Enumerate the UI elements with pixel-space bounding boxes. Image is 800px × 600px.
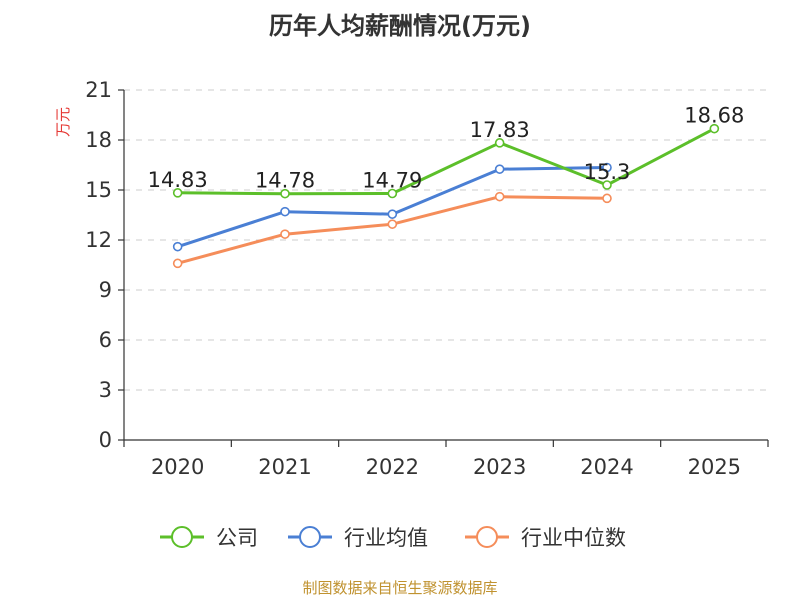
y-tick-label: 18 — [85, 128, 112, 152]
legend-label: 行业均值 — [344, 526, 428, 550]
series-1-point — [280, 206, 290, 217]
data-label-layer: 14.83 14.78 14.79 17.83 15.3 18.68 — [148, 104, 745, 193]
x-tick-label: 2022 — [366, 455, 419, 479]
source-note: 制图数据来自恒生聚源数据库 — [302, 579, 497, 597]
axis-layer: 0 3 6 9 12 15 18 21 2020 2021 2022 2023 2024 2025 — [85, 78, 769, 479]
y-tick-label: 12 — [85, 228, 112, 252]
legend-item-2: 行业中位数 — [465, 526, 626, 550]
series-0-point — [387, 188, 398, 199]
series-0-point — [494, 138, 505, 148]
series-1-point — [602, 162, 612, 173]
series-line-0 — [177, 127, 715, 196]
series-2-point — [494, 191, 505, 202]
series-0-point — [280, 188, 290, 199]
series-1-point — [387, 209, 398, 219]
y-tick-label: 3 — [99, 378, 112, 402]
series-0-point — [709, 123, 720, 134]
series-1-point — [494, 164, 505, 174]
y-tick-label: 21 — [85, 78, 112, 102]
y-axis-unit: 万元 — [54, 107, 72, 137]
y-tick-label: 6 — [99, 328, 112, 352]
x-tick-label: 2023 — [473, 455, 526, 479]
data-label: 18.68 — [684, 104, 744, 128]
x-tick-label: 2025 — [688, 455, 741, 479]
y-tick-label: 15 — [85, 178, 112, 202]
series-0-point — [602, 180, 612, 190]
series-0-point — [172, 188, 183, 198]
series-layer — [172, 123, 720, 269]
data-label: 17.83 — [470, 118, 530, 142]
data-label: 14.79 — [362, 169, 422, 193]
legend-marker — [476, 526, 498, 548]
legend-item-0: 公司 — [160, 526, 258, 550]
series-1-point — [172, 241, 183, 252]
legend-marker — [299, 526, 321, 548]
legend-marker — [171, 526, 193, 548]
series-2-point — [280, 229, 290, 239]
legend: 公司 行业均值 行业中位数 — [160, 526, 626, 550]
legend-item-1: 行业均值 — [288, 526, 428, 550]
chart-title: 历年人均薪酬情况(万元) — [269, 12, 531, 40]
grid-layer — [124, 89, 768, 391]
data-label: 14.78 — [255, 169, 315, 193]
series-line-2 — [177, 195, 608, 265]
data-label: 14.83 — [148, 168, 208, 192]
series-2-point — [172, 258, 183, 269]
x-tick-label: 2020 — [151, 455, 204, 479]
series-2-point — [387, 219, 398, 229]
y-tick-label: 9 — [99, 278, 112, 302]
x-tick-label: 2021 — [258, 455, 311, 479]
data-label: 15.3 — [584, 160, 631, 184]
legend-label: 行业中位数 — [521, 526, 626, 550]
x-tick-label: 2024 — [580, 455, 633, 479]
legend-label: 公司 — [216, 526, 258, 550]
series-2-point — [602, 193, 612, 204]
y-tick-label: 0 — [99, 428, 112, 452]
